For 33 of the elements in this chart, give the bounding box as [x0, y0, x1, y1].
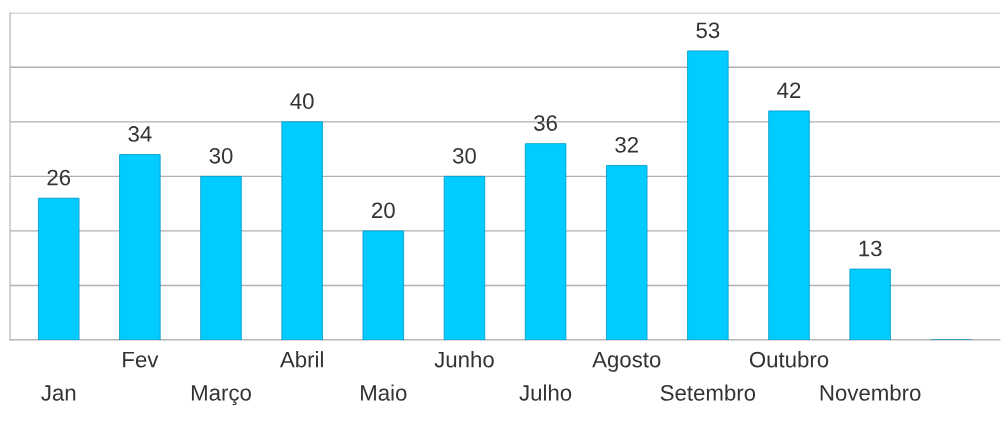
bar	[687, 50, 729, 340]
bar	[362, 230, 405, 340]
x-tick-label: Agosto	[592, 351, 661, 372]
bar	[606, 165, 648, 340]
bar	[119, 154, 161, 340]
bar	[281, 121, 323, 340]
x-tick-label: Outubro	[749, 351, 829, 368]
x-tick-label: Jan	[41, 385, 76, 401]
bar	[200, 175, 242, 340]
x-tick-label: Fev	[123, 351, 159, 368]
data-label: 53	[696, 22, 720, 39]
x-tick-label: Julho	[519, 384, 572, 401]
x-tick-label: Novembro	[820, 384, 921, 401]
x-tick-label: Março	[191, 385, 251, 406]
data-label: 42	[777, 82, 801, 98]
x-tick-label: Abril	[279, 351, 323, 368]
x-tick-label: Junho	[434, 351, 494, 368]
data-label: 13	[859, 240, 882, 257]
data-label: 36	[534, 115, 557, 131]
data-label: 30	[209, 147, 233, 164]
x-tick-label: Maio	[361, 384, 407, 401]
data-label: 26	[47, 169, 71, 186]
bar	[768, 110, 810, 340]
data-label: 20	[372, 202, 395, 219]
bar	[38, 197, 80, 340]
data-label: 32	[615, 137, 638, 153]
bar	[849, 268, 891, 340]
data-label: 30	[452, 147, 476, 164]
x-tick-label: Setembro	[660, 384, 756, 401]
data-label: 34	[128, 126, 152, 142]
bar	[443, 175, 486, 340]
bar	[524, 143, 567, 340]
data-label: 40	[290, 93, 314, 110]
